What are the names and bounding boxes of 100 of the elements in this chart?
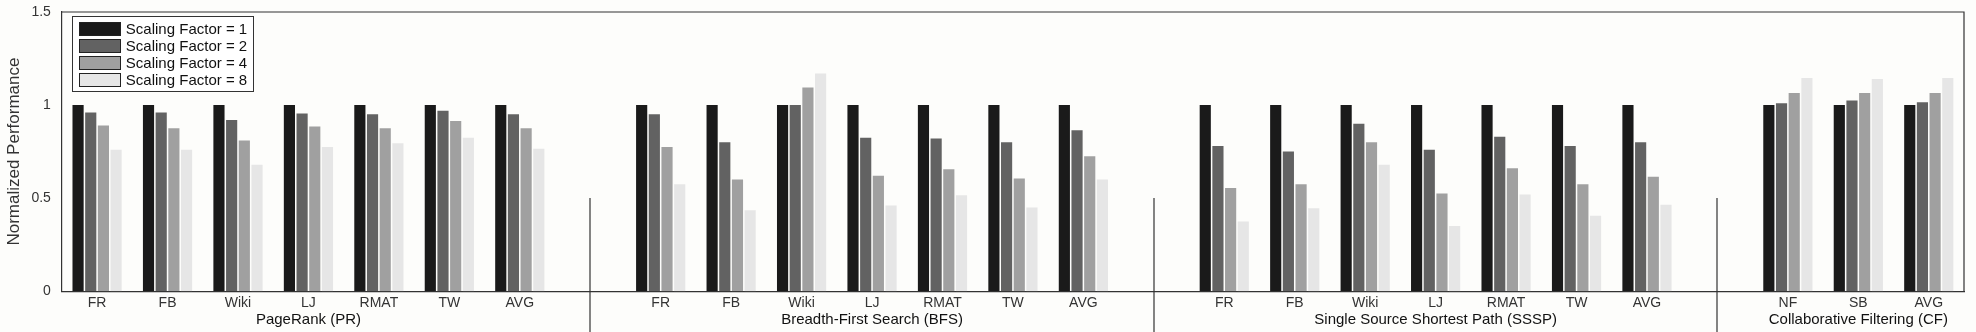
bar <box>872 175 884 292</box>
x-tick-label: SB <box>1848 294 1868 311</box>
x-tick-label: FR <box>1214 294 1234 311</box>
x-tick-label: FB <box>158 294 177 311</box>
bar <box>450 120 462 292</box>
bar <box>1916 102 1929 292</box>
bar <box>1577 184 1589 292</box>
x-tick-label: TW <box>1002 294 1025 311</box>
bar <box>238 140 250 292</box>
x-tick-label: FB <box>1285 294 1304 311</box>
bar <box>392 143 404 292</box>
bar <box>533 148 545 292</box>
bar <box>776 105 789 292</box>
bar <box>706 105 718 292</box>
bar <box>1763 105 1775 292</box>
bar <box>1871 79 1883 292</box>
bar <box>437 110 449 292</box>
x-tick-label: FR <box>87 294 107 311</box>
bar <box>1929 92 1941 292</box>
x-tick-label: FR <box>651 294 671 311</box>
x-tick-label: Wiki <box>788 294 815 311</box>
bar <box>1564 146 1576 292</box>
bar <box>296 113 308 292</box>
bar <box>1353 123 1365 292</box>
y-tick-label: 0.5 <box>31 188 52 205</box>
x-tick-label: RMAT <box>923 294 963 311</box>
bar <box>1647 176 1659 292</box>
bar <box>462 137 474 292</box>
bar <box>424 105 436 292</box>
bar <box>1833 105 1845 292</box>
bar <box>1013 178 1025 292</box>
bar <box>97 125 110 292</box>
bar <box>802 87 814 292</box>
bar <box>1378 164 1390 292</box>
bar <box>661 146 673 292</box>
x-tick-label: TW <box>438 294 461 311</box>
legend-label: Scaling Factor = 2 <box>125 37 248 54</box>
bar <box>110 149 122 292</box>
text: Breadth-First Search (BFS) <box>781 309 963 327</box>
bar <box>1282 151 1294 292</box>
bar <box>85 112 97 292</box>
bar <box>1635 142 1647 292</box>
bar <box>1423 149 1435 292</box>
x-tick-label: NF <box>1778 294 1798 311</box>
x-tick-label: LJ <box>301 294 316 311</box>
bar <box>1225 187 1237 292</box>
bar <box>321 146 334 292</box>
bar <box>354 105 366 292</box>
bar <box>1071 130 1083 292</box>
bar <box>1660 204 1672 292</box>
bar <box>648 114 660 292</box>
bar <box>1084 156 1096 292</box>
x-tick-label: AVG <box>505 294 535 311</box>
bar <box>520 128 532 292</box>
bar <box>1365 142 1378 292</box>
x-tick-label: AVG <box>1632 294 1662 311</box>
bar <box>1904 105 1916 292</box>
bar <box>917 105 930 292</box>
bar <box>885 205 897 292</box>
bar <box>1436 193 1448 292</box>
bar <box>744 210 756 292</box>
bar <box>1026 207 1038 292</box>
bar <box>155 112 167 292</box>
bar <box>1494 136 1506 292</box>
bar <box>1096 179 1108 292</box>
bar <box>847 105 859 292</box>
y-axis-title: Normalized Performance <box>3 57 23 246</box>
bar <box>1237 221 1249 292</box>
x-tick-label: Wiki <box>224 294 252 311</box>
x-tick-label: AVG <box>1069 294 1098 311</box>
legend-label: Scaling Factor = 8 <box>125 71 248 88</box>
x-tick-label: RMAT <box>1486 294 1526 311</box>
text: Collaborative Filtering (CF) <box>1768 309 1948 327</box>
bar <box>180 149 193 292</box>
bar <box>1551 105 1564 292</box>
bar <box>251 164 263 292</box>
bar <box>213 105 225 292</box>
x-tick-label: RMAT <box>359 294 399 311</box>
bar <box>719 142 731 292</box>
x-tick-label: Wiki <box>1351 294 1379 311</box>
legend-label: Scaling Factor = 1 <box>125 20 248 37</box>
bar <box>309 126 321 292</box>
x-tick-label: TW <box>1565 294 1589 311</box>
bar <box>943 169 955 292</box>
bar <box>1481 105 1493 292</box>
bar <box>1058 105 1070 292</box>
bar <box>1519 194 1531 292</box>
text: Single Source Shortest Path (SSSP) <box>1314 309 1557 327</box>
x-tick-label: AVG <box>1914 294 1944 311</box>
bar <box>366 114 379 292</box>
bar <box>1340 105 1352 292</box>
bar <box>1308 208 1320 292</box>
bar <box>1859 92 1871 292</box>
bar <box>1788 92 1800 292</box>
bar <box>731 179 744 292</box>
bar <box>1775 103 1788 292</box>
x-tick-label: LJ <box>864 294 880 311</box>
bar <box>1846 100 1858 292</box>
y-tick-label: 1.5 <box>31 2 52 19</box>
bar <box>72 105 84 292</box>
